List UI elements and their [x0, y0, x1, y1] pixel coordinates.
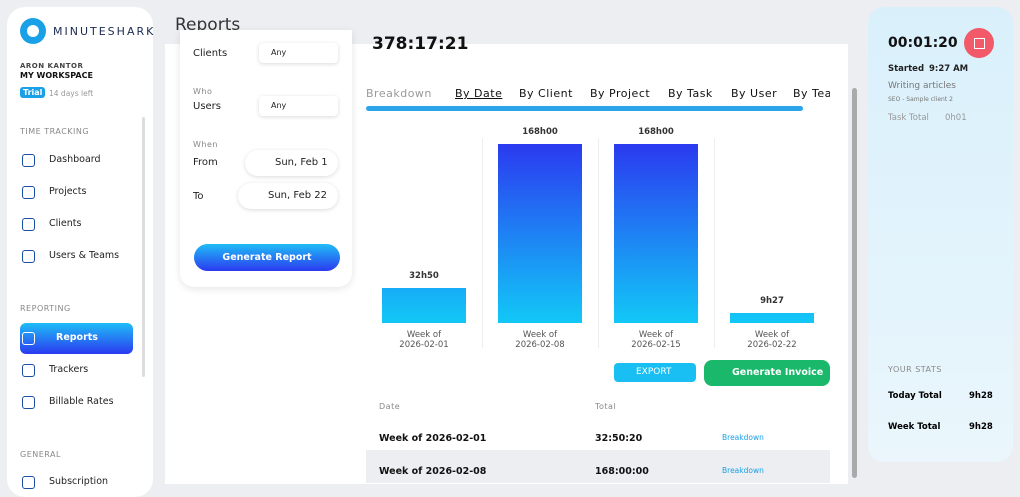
trial-badge: Trial — [20, 87, 46, 98]
timer-panel: 00:01:20 Started 9:27 AM Writing article… — [868, 7, 1013, 462]
tab[interactable]: By Date — [455, 87, 503, 100]
today-total: 9h28 — [969, 391, 993, 401]
active-nav-bg — [20, 323, 133, 354]
nav-item[interactable]: Dashboard — [49, 154, 101, 165]
date-input[interactable]: Sun, Feb 22 — [238, 183, 338, 209]
cell: Week of 2026-02-01 — [379, 433, 487, 444]
date-input[interactable]: Sun, Feb 1 — [245, 150, 338, 176]
table: Date Total Week of 2026-02-01 32:50:20 Break… — [366, 393, 830, 483]
bar — [730, 312, 814, 323]
nav-item[interactable]: Billable Rates — [49, 396, 114, 407]
tab[interactable]: By Team — [793, 87, 830, 100]
logo — [20, 18, 46, 44]
cell: 168:00:00 — [595, 466, 649, 477]
value-label: 32h50 — [409, 271, 439, 282]
stats-title: YOUR STATS — [888, 365, 942, 374]
generate-report[interactable]: Generate Report — [194, 244, 340, 271]
section-title: GENERAL — [20, 450, 61, 459]
value: Any — [271, 48, 287, 57]
nav-icon — [22, 396, 35, 409]
scrollbar — [852, 88, 857, 478]
tabs: Breakdown By Date By Client By Project By Ta… — [366, 86, 830, 102]
select[interactable]: Any — [259, 96, 338, 116]
x-tick-label: Week of 2026-02-15 — [631, 330, 681, 350]
value-label: 168h00 — [522, 127, 558, 137]
separator — [714, 138, 715, 348]
nav-icon — [22, 154, 35, 167]
select[interactable]: Any — [259, 43, 338, 63]
label: Users — [193, 101, 222, 112]
nav-icon — [22, 250, 35, 263]
value-label: 168h00 — [638, 127, 674, 137]
nav-item[interactable]: Projects — [49, 186, 87, 197]
nav-item[interactable]: Subscription — [49, 476, 109, 487]
nav-icon — [22, 364, 35, 377]
tab[interactable]: Breakdown — [366, 87, 432, 100]
breakdown-link[interactable]: Breakdown — [722, 433, 764, 442]
started-time: 9:27 AM — [929, 64, 969, 74]
value-label: 9h27 — [760, 295, 784, 306]
row-bg — [366, 450, 830, 483]
nav-item[interactable]: Reports — [56, 332, 98, 343]
user-name: ARON KANTOR — [20, 62, 84, 70]
bar — [614, 144, 698, 323]
x-tick-label: Week of 2026-02-08 — [515, 330, 565, 350]
column-header: Total — [595, 402, 617, 411]
cell: Week of 2026-02-08 — [379, 466, 487, 477]
sidebar: MINUTESHARK ARON KANTOR MY WORKSPACE Tri… — [7, 7, 153, 497]
label: Week Total — [888, 422, 941, 432]
task: Writing articles — [888, 81, 956, 91]
breakdown-link[interactable]: Breakdown — [722, 466, 764, 475]
label: Task Total — [888, 113, 929, 123]
label: Today Total — [888, 391, 942, 401]
task-total: 0h01 — [945, 113, 967, 123]
label: From — [193, 157, 218, 168]
nav-item[interactable]: Clients — [49, 218, 82, 229]
label: To — [193, 191, 204, 202]
timer: 00:01:20 — [888, 35, 958, 51]
nav-item[interactable]: Users & Teams — [49, 250, 120, 261]
value: Sun, Feb 1 — [275, 157, 328, 168]
bar — [498, 144, 582, 323]
x-tick-label: Week of 2026-02-01 — [399, 330, 449, 350]
page: MINUTESHARK ARON KANTOR MY WORKSPACE Tri… — [7, 7, 1013, 497]
nav-icon — [22, 332, 35, 345]
label: Who — [193, 87, 213, 96]
nav-icon — [22, 186, 35, 199]
column-header: Date — [379, 402, 401, 411]
nav-item[interactable]: Trackers — [49, 364, 89, 375]
section-title: TIME TRACKING — [20, 127, 90, 136]
value: Any — [271, 101, 287, 110]
x-tick-label: Week of 2026-02-22 — [747, 330, 797, 350]
invoice-button[interactable]: Generate Invoice — [704, 360, 830, 386]
trial-note: 14 days left — [49, 89, 94, 98]
total: 378:17:21 — [372, 34, 469, 54]
bar — [382, 288, 466, 323]
scrollbar — [142, 117, 145, 377]
stop-button[interactable] — [964, 28, 994, 58]
brand: MINUTESHARK — [53, 25, 156, 38]
separator — [482, 138, 483, 348]
label: Clients — [193, 48, 228, 59]
chart: 32h50 Week of 2026-02-01 168h00 Week of 202… — [366, 110, 830, 360]
workspace[interactable]: MY WORKSPACE — [20, 71, 93, 80]
section-title: REPORTING — [20, 304, 71, 313]
tab[interactable]: By Client — [519, 87, 573, 100]
separator — [598, 138, 599, 348]
tab[interactable]: By Project — [590, 87, 651, 100]
label: Started — [888, 64, 925, 74]
tab[interactable]: By User — [731, 87, 778, 100]
label: When — [193, 140, 218, 149]
project: SEO - Sample client 2 — [888, 96, 953, 103]
nav-icon — [22, 218, 35, 231]
cell: 32:50:20 — [595, 433, 643, 444]
tab[interactable]: By Task — [668, 87, 713, 100]
value: Sun, Feb 22 — [268, 190, 327, 201]
week-total: 9h28 — [969, 422, 993, 432]
tab-bar — [366, 106, 803, 111]
export-button[interactable]: EXPORT — [614, 363, 696, 382]
